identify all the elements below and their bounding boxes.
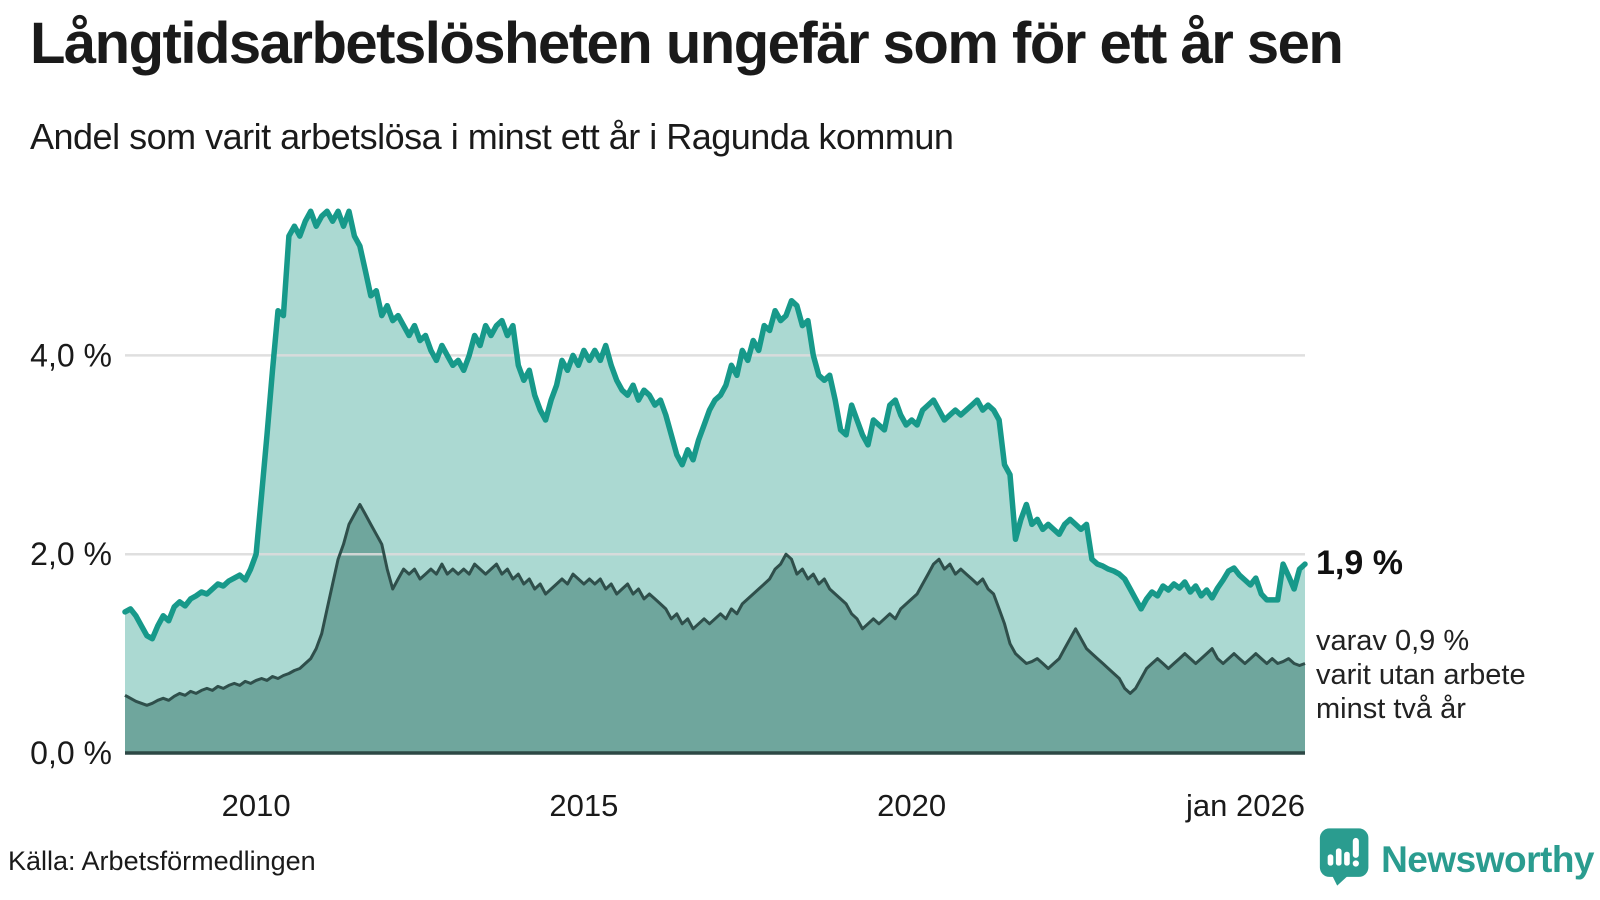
source-label: Källa: Arbetsförmedlingen <box>8 846 316 876</box>
brand-wordmark: Newsworthy <box>1381 838 1594 880</box>
line-two-year <box>124 503 1306 707</box>
two-year-note-line1: varav 0,9 % <box>1316 625 1470 657</box>
y-tick-label: 2,0 % <box>30 536 112 572</box>
logo-bubble-tail <box>1332 875 1349 886</box>
x-tick-label: 2020 <box>877 788 946 823</box>
logo-bubble <box>1319 828 1369 877</box>
area-fill-two-year <box>125 504 1305 753</box>
page-subtitle: Andel som varit arbetslösa i minst ett å… <box>30 116 954 157</box>
two-year-note: varav 0,9 % varit utan arbete minst två … <box>1316 624 1526 726</box>
two-year-note-line2: varit utan arbete <box>1316 659 1526 691</box>
x-tick-label: 2010 <box>222 788 291 823</box>
brand-logo: Newsworthy <box>1319 827 1594 892</box>
latest-value-label: 1,9 % <box>1316 544 1403 582</box>
x-tick-label: jan 2026 <box>1185 788 1305 823</box>
line-one-year <box>122 208 1308 642</box>
y-tick-label: 4,0 % <box>30 337 112 373</box>
newsworthy-speech-bubble-barchart-icon <box>1319 827 1371 892</box>
y-tick-label: 0,0 % <box>30 735 112 771</box>
x-tick-label: 2015 <box>549 788 618 823</box>
two-year-note-line3: minst två år <box>1316 693 1466 725</box>
page-title: Långtidsarbetslösheten ungefär som för e… <box>30 11 1344 76</box>
